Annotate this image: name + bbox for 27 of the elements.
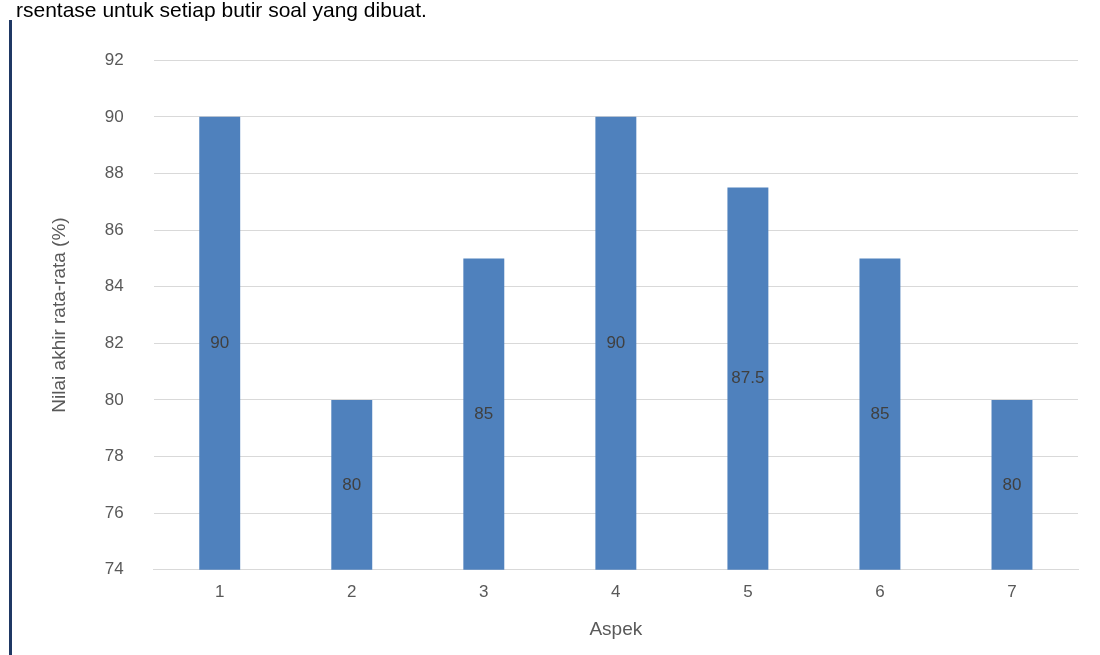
y-tick-label: 88	[104, 163, 124, 183]
x-tick-label: 1	[215, 581, 225, 601]
data-label: 87.5	[731, 368, 765, 388]
y-tick-label: 74	[104, 559, 124, 579]
y-tick-label: 90	[104, 106, 124, 126]
y-tick-label: 80	[104, 389, 124, 409]
x-axis-title: Aspek	[589, 617, 643, 639]
data-label: 80	[342, 474, 362, 494]
y-tick-label: 78	[104, 446, 124, 466]
x-tick-label: 4	[611, 581, 621, 601]
y-tick-label: 86	[104, 219, 124, 239]
text: rsentase untuk setiap butir soal yang dibuat.	[16, 0, 427, 21]
x-tick-label: 2	[347, 581, 357, 601]
y-tick-label: 82	[104, 333, 124, 352]
x-tick-label: 3	[479, 581, 489, 601]
data-label: 85	[870, 403, 890, 423]
data-label: 85	[474, 403, 494, 423]
data-label: 90	[210, 333, 230, 352]
data-label: 90	[606, 333, 626, 352]
x-tick-label: 6	[875, 581, 885, 601]
x-tick-label: 7	[1007, 581, 1017, 601]
data-label: 80	[1002, 474, 1022, 494]
y-tick-label: 92	[104, 49, 124, 69]
x-tick-label: 5	[743, 581, 753, 601]
y-tick-label: 76	[104, 502, 124, 522]
y-axis-title: Nilai akhir rata-rata (%)	[47, 217, 69, 413]
y-tick-label: 84	[104, 276, 124, 296]
